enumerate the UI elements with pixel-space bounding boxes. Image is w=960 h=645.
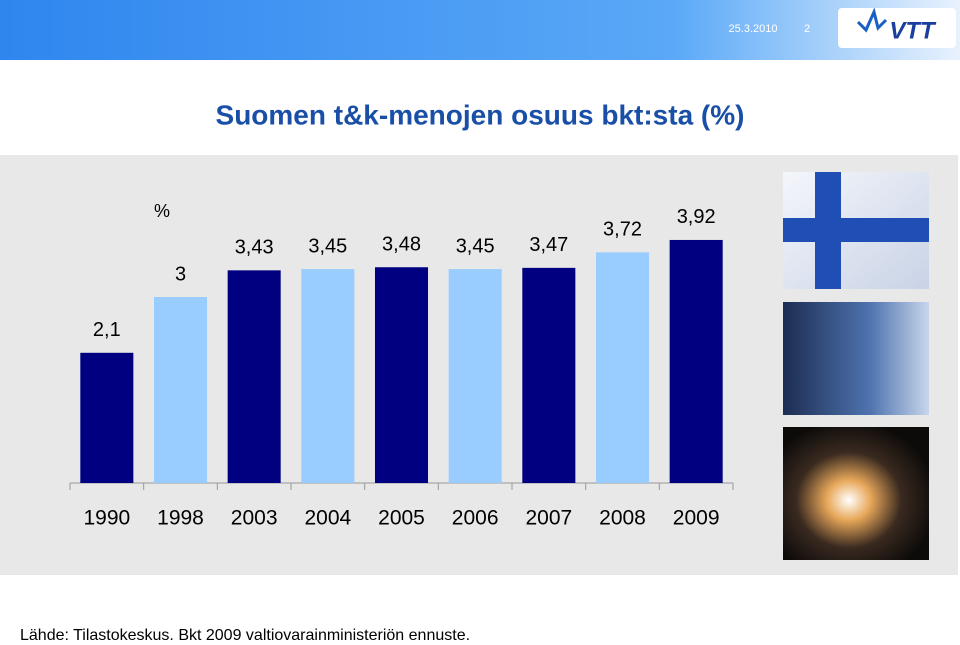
value-label: 3,45	[308, 235, 347, 257]
bar	[522, 267, 576, 483]
value-label: 3,72	[603, 219, 642, 241]
photo-flag-stripe	[783, 218, 929, 242]
value-label: 3,92	[677, 206, 716, 228]
x-tick-label: 1998	[157, 507, 204, 530]
slide-title: Suomen t&k-menojen osuus bkt:sta (%)	[216, 99, 745, 130]
bar	[227, 270, 281, 483]
x-tick-label: 2006	[452, 507, 499, 530]
logo-text: VTT	[889, 17, 937, 44]
logo-box	[838, 8, 956, 48]
value-label: 3,48	[382, 234, 421, 256]
bar	[669, 239, 723, 483]
x-tick-label: 2008	[599, 507, 646, 530]
x-tick-label: 2005	[378, 507, 425, 530]
value-label: 2,1	[93, 319, 121, 341]
page-number: 2	[804, 23, 810, 35]
bar	[595, 252, 650, 483]
photo-welding	[783, 427, 929, 560]
unit-label: %	[154, 201, 170, 221]
slide-date: 25.3.2010	[729, 23, 778, 35]
x-tick-label: 2009	[673, 507, 720, 530]
value-label: 3,43	[235, 237, 274, 259]
bar	[448, 269, 502, 483]
bar	[301, 269, 355, 483]
bar	[153, 297, 208, 483]
logo-mark	[856, 7, 888, 33]
x-tick-label: 2003	[231, 507, 278, 530]
bar	[374, 267, 429, 483]
bar	[80, 352, 134, 483]
header-band	[0, 0, 960, 60]
value-label: 3,45	[456, 235, 495, 257]
x-tick-label: 2007	[525, 507, 572, 530]
value-label: 3	[175, 263, 186, 285]
photo-lab	[783, 302, 929, 415]
x-tick-label: 1990	[83, 507, 130, 530]
x-tick-label: 2004	[304, 507, 351, 530]
photo-flag-stripe	[815, 172, 841, 289]
value-label: 3,47	[529, 234, 568, 256]
source-note: Lähde: Tilastokeskus. Bkt 2009 valtiovar…	[20, 627, 470, 644]
